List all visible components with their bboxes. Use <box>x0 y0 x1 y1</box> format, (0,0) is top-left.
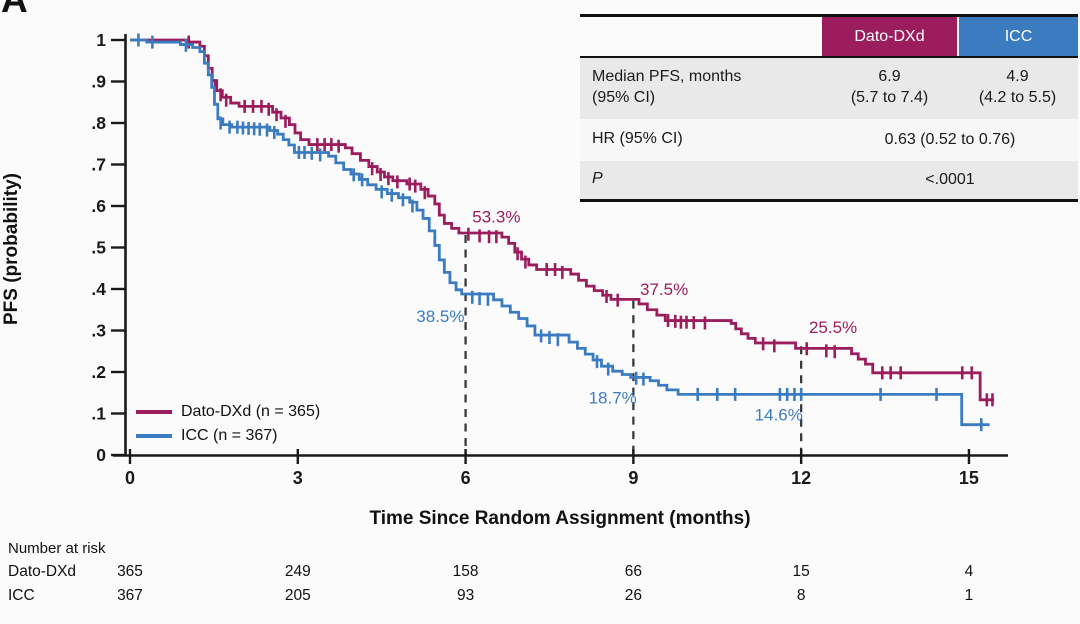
svg-text:26: 26 <box>625 587 642 604</box>
landmark-annotation: 37.5% <box>640 280 688 299</box>
y-axis-tick-label: .1 <box>91 404 106 424</box>
landmark-annotation: 25.5% <box>809 318 857 337</box>
y-axis-title: PFS (probability) <box>1 173 22 325</box>
landmark-annotation: 14.6% <box>755 405 803 424</box>
median-pfs-icc-value: 4.9 (4.2 to 5.5) <box>978 68 1057 106</box>
stats-table-header-row: Dato-DXd ICC <box>580 17 1078 58</box>
svg-text:8: 8 <box>797 587 806 604</box>
x-axis-tick-label: 9 <box>628 468 638 488</box>
legend-item-icc: ICC (n = 367) <box>136 424 320 448</box>
p-label: P <box>592 170 603 188</box>
median-pfs-dato-value: 6.9 (5.7 to 7.4) <box>850 68 929 106</box>
stats-row-hr: HR (95% CI) 0.63 (0.52 to 0.76) <box>580 118 1078 161</box>
y-axis-tick-label: 1 <box>96 30 106 50</box>
stats-row-p-value: P <.0001 <box>580 160 1078 199</box>
svg-text:15: 15 <box>793 563 810 580</box>
svg-text:205: 205 <box>285 587 311 604</box>
x-axis-tick-label: 6 <box>461 468 471 488</box>
hr-label: HR (95% CI) <box>592 130 683 148</box>
y-axis-tick-label: .5 <box>91 238 106 258</box>
x-axis-tick-label: 3 <box>293 468 303 488</box>
landmark-annotation: 53.3% <box>472 207 520 226</box>
icc-line-swatch <box>136 434 172 438</box>
svg-text:1: 1 <box>965 587 974 604</box>
y-axis-tick-label: .3 <box>91 321 106 341</box>
svg-text:367: 367 <box>117 587 143 604</box>
svg-text:365: 365 <box>117 563 143 580</box>
number-at-risk-title: Number at risk <box>8 540 106 557</box>
svg-text:66: 66 <box>625 563 642 580</box>
svg-text:158: 158 <box>453 563 479 580</box>
x-axis-tick-label: 12 <box>791 468 811 488</box>
censor-marks-dato-dxd <box>187 35 994 407</box>
risk-row-values-dato-dxd: 365 249 158 66 15 4 <box>117 563 974 580</box>
svg-text:4: 4 <box>965 563 974 580</box>
stats-header-dato-dxd: Dato-DXd <box>822 17 957 56</box>
stats-row-median-pfs: Median PFS, months (95% CI) 6.9 (5.7 to … <box>580 58 1078 119</box>
km-curve-dato-dxd <box>130 38 995 402</box>
landmark-annotation: 18.7% <box>589 388 637 407</box>
y-axis-tick-label: .8 <box>91 113 106 133</box>
x-axis-tick-label: 15 <box>959 468 979 488</box>
x-axis-title: Time Since Random Assignment (months) <box>369 508 751 529</box>
censor-marks-icc <box>137 33 983 432</box>
median-pfs-label: Median PFS, months (95% CI) <box>592 68 742 106</box>
dato-dxd-line-swatch <box>136 410 172 414</box>
stats-header-empty-cell <box>580 17 822 56</box>
panel-label: A <box>1 0 28 21</box>
y-axis-tick-label: .4 <box>91 279 106 299</box>
stats-header-icc: ICC <box>957 17 1078 56</box>
x-axis-tick-label: 0 <box>125 468 135 488</box>
y-axis-tick-label: .9 <box>91 72 106 92</box>
y-axis-tick-label: .7 <box>91 155 106 175</box>
hr-value: 0.63 (0.52 to 0.76) <box>884 130 1016 148</box>
km-curve-icc <box>130 38 990 427</box>
risk-row-label-icc: ICC <box>8 587 35 604</box>
stats-table: Dato-DXd ICC Median PFS, months (95% CI)… <box>580 14 1078 202</box>
legend-label-icc: ICC (n = 367) <box>181 427 278 444</box>
p-value: <.0001 <box>925 170 975 188</box>
risk-row-label-dato-dxd: Dato-DXd <box>8 563 77 580</box>
legend-label-dato-dxd: Dato-DXd (n = 365) <box>181 403 321 420</box>
y-axis-tick-label: 0 <box>96 445 106 465</box>
y-axis-tick-label: .6 <box>91 196 106 216</box>
risk-row-values-icc: 367 205 93 26 8 1 <box>117 587 973 604</box>
legend-item-dato-dxd: Dato-DXd (n = 365) <box>136 400 320 424</box>
y-axis-tick-label: .2 <box>91 362 106 382</box>
landmark-annotation: 38.5% <box>416 307 464 326</box>
legend: Dato-DXd (n = 365) ICC (n = 367) <box>136 400 320 448</box>
svg-text:93: 93 <box>457 587 474 604</box>
svg-text:249: 249 <box>285 563 311 580</box>
